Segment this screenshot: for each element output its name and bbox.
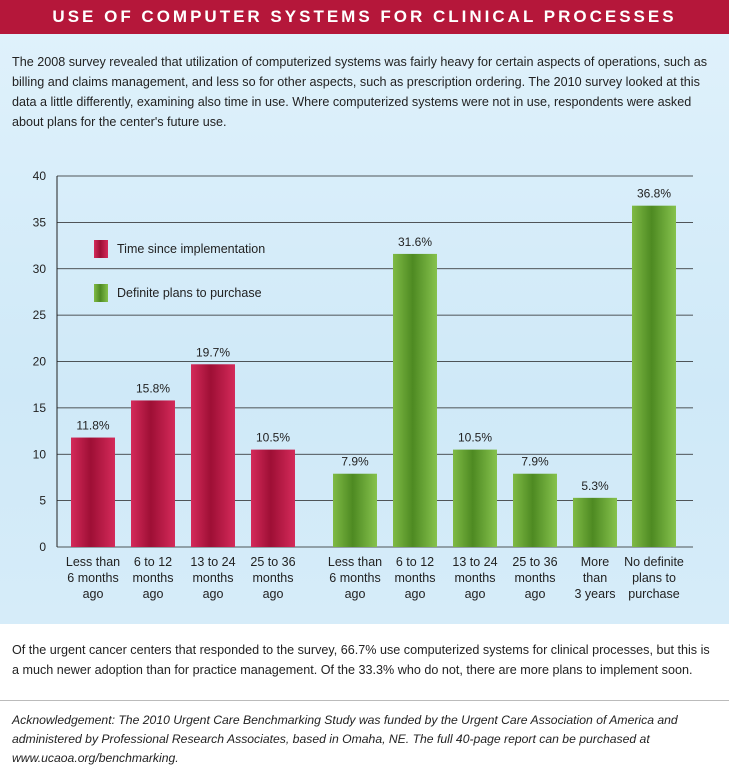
purchase-plans-category-label: than — [583, 571, 607, 585]
implementation-category-label: ago — [203, 587, 224, 601]
y-tick-label: 5 — [39, 494, 46, 508]
purchase-plans-category-label: months — [395, 571, 436, 585]
y-tick-label: 40 — [33, 169, 47, 183]
implementation-category-label: 6 to 12 — [134, 555, 172, 569]
y-tick-label: 10 — [33, 447, 47, 461]
purchase-plans-category-label: ago — [525, 587, 546, 601]
purchase-plans-bar — [393, 253, 437, 547]
purchase-plans-category-label: 13 to 24 — [452, 555, 497, 569]
y-tick-label: 0 — [39, 540, 46, 554]
divider — [0, 700, 729, 701]
purchase-plans-data-label: 5.3% — [581, 479, 609, 493]
implementation-data-label: 11.8% — [76, 419, 109, 433]
purchase-plans-category-label: Less than — [328, 555, 382, 569]
implementation-data-label: 10.5% — [256, 431, 290, 445]
purchase-plans-category-label: ago — [465, 587, 486, 601]
legend-label-definite-plans: Definite plans to purchase — [117, 286, 262, 300]
purchase-plans-category-label: 25 to 36 — [512, 555, 557, 569]
implementation-category-label: months — [253, 571, 294, 585]
implementation-data-label: 19.7% — [196, 345, 230, 359]
page-title: USE OF COMPUTER SYSTEMS FOR CLINICAL PRO… — [0, 0, 729, 34]
implementation-category-label: 13 to 24 — [190, 555, 235, 569]
purchase-plans-data-label: 31.6% — [398, 235, 432, 249]
purchase-plans-bar — [453, 449, 497, 547]
y-tick-label: 25 — [33, 308, 47, 322]
purchase-plans-category-label: months — [455, 571, 496, 585]
implementation-category-label: ago — [83, 587, 104, 601]
legend-label-time-since-implementation: Time since implementation — [117, 242, 265, 256]
implementation-bar — [71, 437, 115, 547]
purchase-plans-data-label: 7.9% — [521, 455, 549, 469]
purchase-plans-category-label: 3 years — [575, 587, 616, 601]
purchase-plans-bar — [333, 473, 377, 547]
implementation-bar — [191, 364, 235, 547]
purchase-plans-data-label: 7.9% — [341, 455, 369, 469]
implementation-bar — [131, 400, 175, 547]
purchase-plans-category-label: plans to — [632, 571, 676, 585]
implementation-category-label: Less than — [66, 555, 120, 569]
implementation-category-label: 6 months — [67, 571, 118, 585]
y-tick-label: 30 — [33, 262, 47, 276]
purchase-plans-bar — [573, 497, 617, 547]
bar-chart: 0 5 10 15 20 25 30 35 40 11.8% Less than 6 months ag… — [33, 169, 693, 601]
purchase-plans-category-label: months — [515, 571, 556, 585]
implementation-data-label: 15.8% — [136, 381, 170, 395]
legend-swatch-definite-plans — [94, 284, 108, 302]
purchase-plans-category-label: No definite — [624, 555, 684, 569]
y-tick-label: 20 — [33, 355, 47, 369]
purchase-plans-data-label: 10.5% — [458, 431, 492, 445]
legend-swatch-time-since-implementation — [94, 240, 108, 258]
purchase-plans-category-label: ago — [345, 587, 366, 601]
purchase-plans-category-label: 6 to 12 — [396, 555, 434, 569]
implementation-category-label: months — [133, 571, 174, 585]
outro-text: Of the urgent cancer centers that respon… — [12, 643, 710, 677]
purchase-plans-bar — [513, 473, 557, 547]
implementation-category-label: ago — [263, 587, 284, 601]
implementation-category-label: months — [193, 571, 234, 585]
purchase-plans-bar — [632, 205, 676, 547]
purchase-plans-category-label: More — [581, 555, 610, 569]
implementation-category-label: 25 to 36 — [250, 555, 295, 569]
implementation-category-label: ago — [143, 587, 164, 601]
intro-text: The 2008 survey revealed that utilizatio… — [12, 55, 708, 129]
implementation-bar — [251, 449, 295, 547]
purchase-plans-data-label: 36.8% — [637, 187, 671, 201]
purchase-plans-category-label: 6 months — [329, 571, 380, 585]
y-tick-label: 15 — [33, 401, 47, 415]
purchase-plans-category-label: purchase — [628, 587, 679, 601]
purchase-plans-category-label: ago — [405, 587, 426, 601]
y-tick-label: 35 — [33, 215, 47, 229]
acknowledgement-text: Acknowledgement: The 2010 Urgent Care Be… — [12, 713, 678, 765]
